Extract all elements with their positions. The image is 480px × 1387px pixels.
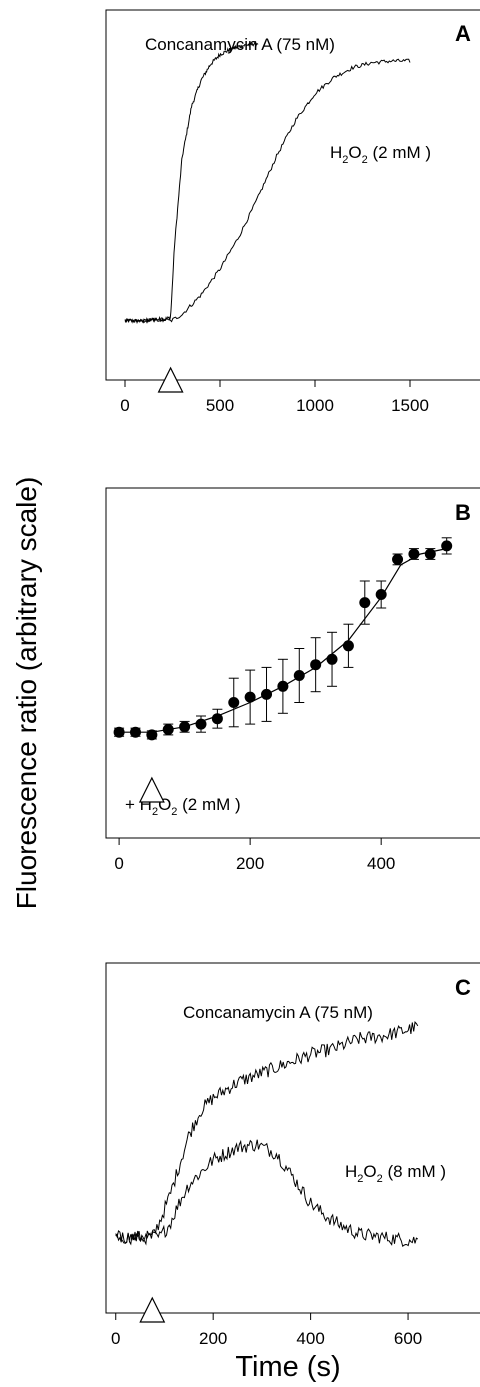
panel-b-series-0-point-13: [326, 653, 338, 665]
panel-b-xtick-label-2: 400: [367, 854, 395, 873]
panel-b-series-0-point-18: [408, 548, 420, 560]
panel-b-xtick-label-0: 0: [114, 854, 123, 873]
panel-b-series-0-point-10: [277, 680, 289, 692]
panel-a-plot: 0 500 1000 1500: [120, 41, 429, 415]
panel-b-series-0-point-8: [244, 691, 256, 703]
panel-c-annotation-h2o2: H2O2 (8 mM ): [345, 1162, 446, 1185]
panel-b-series-0-point-1: [129, 726, 141, 738]
panel-a-annotation-h2o2: H2O2 (2 mM ): [330, 143, 431, 166]
panel-b-series-0-point-6: [211, 713, 223, 725]
panel-b-series-0-point-16: [375, 589, 387, 600]
panel-b-series-0-point-14: [342, 640, 354, 652]
panel-c-xtick-label-1: 200: [199, 1329, 227, 1348]
panel-c-annotation-concanamycin: Concanamycin A (75 nM): [183, 1003, 373, 1022]
panel-a-frame: [105, 9, 480, 381]
panel-a-xtick-label-3: 1500: [391, 396, 429, 415]
panel-b-plot: 0 200 400: [113, 537, 453, 873]
panel-a-xtick-label-2: 1000: [296, 396, 334, 415]
panel-b-stimulus-triangle-icon: [138, 776, 165, 803]
panel-a-xtick-label-1: 500: [206, 396, 234, 415]
panel-b-series-0-point-2: [146, 729, 158, 741]
panel-b-series-0-point-3: [162, 724, 174, 735]
panel-a-stimulus-triangle-icon: [157, 366, 184, 393]
panel-b-series-0-point-0: [113, 726, 125, 738]
panel-b: B + H2O2 (2 mM ) 0 200 400: [105, 487, 480, 873]
panel-a-xtick-label-0: 0: [120, 396, 129, 415]
panel-b-series-0-point-20: [441, 540, 453, 552]
panel-c-frame: [105, 962, 480, 1314]
panel-c-xtick-label-0: 0: [111, 1329, 120, 1348]
panel-c-xtick-label-2: 400: [296, 1329, 324, 1348]
panel-a-annotation-concanamycin: Concanamycin A (75 nM): [145, 35, 335, 54]
y-axis-label: Fluorescence ratio (arbitrary scale): [11, 477, 42, 910]
panel-b-xtick-label-1: 200: [236, 854, 264, 873]
panel-c-series-0-trace: [115, 1020, 419, 1246]
panel-b-series-0-point-9: [261, 688, 273, 700]
panel-b-series-0-point-15: [359, 597, 371, 609]
panel-c-plot: 0 200 400 600: [111, 1020, 422, 1348]
panel-b-series-0-point-12: [310, 659, 322, 671]
panel-b-series-0-point-11: [293, 670, 305, 681]
panel-a-letter: A: [455, 21, 471, 46]
x-axis-label: Time (s): [235, 1351, 340, 1383]
panel-c: C Concanamycin A (75 nM) H2O2 (8 mM ) 0 2…: [105, 962, 480, 1348]
panel-b-frame: [105, 487, 480, 839]
panel-b-series-0-point-17: [392, 553, 404, 565]
panel-b-series-0-point-7: [228, 697, 240, 708]
panel-b-series-0-point-4: [179, 721, 191, 733]
panel-a-series-0-trace: [124, 41, 259, 325]
panel-a: A Concanamycin A (75 nM) H2O2 (2 mM ) 0 5…: [105, 9, 480, 415]
panel-a-series-1-trace: [124, 58, 411, 324]
panel-c-letter: C: [455, 975, 471, 1000]
panel-c-series-1-trace: [115, 1139, 419, 1248]
panel-b-series-0-point-19: [424, 548, 436, 560]
panel-c-xtick-label-3: 600: [394, 1329, 422, 1348]
panel-c-stimulus-triangle-icon: [139, 1296, 166, 1323]
panel-b-series-0-point-5: [195, 718, 207, 730]
panel-b-letter: B: [455, 500, 471, 525]
